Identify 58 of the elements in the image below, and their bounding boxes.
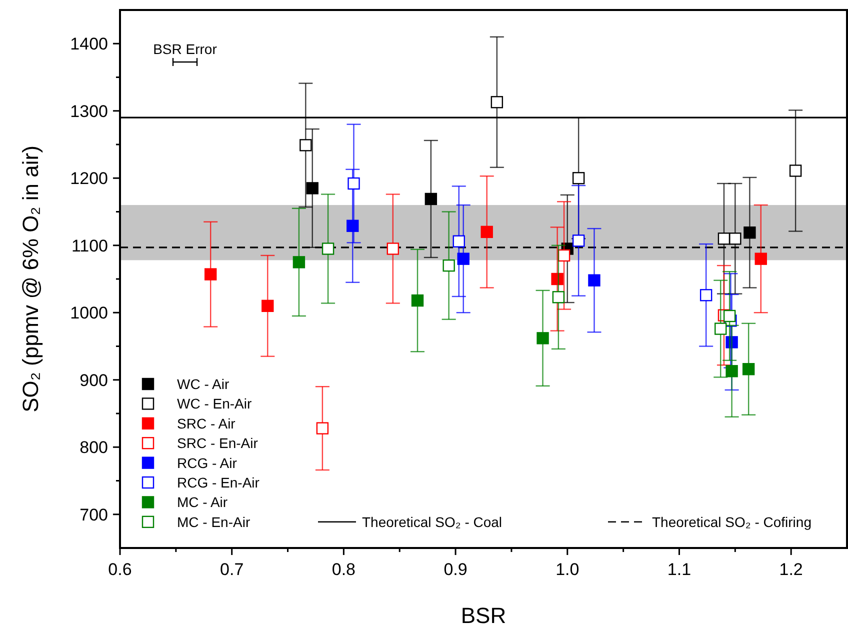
point [348, 177, 360, 190]
y-tick-label: 1200 [70, 169, 108, 188]
y-axis-title: SO₂ (ppmv @ 6% O₂ in air) [18, 146, 43, 412]
y-tick-label: 1400 [70, 34, 108, 54]
x-tick-label: 1.0 [556, 560, 580, 579]
legend-label: SRC - Air [177, 415, 236, 432]
x-tick-label: 0.9 [444, 560, 468, 579]
legend-label: SRC - En-Air [177, 435, 258, 452]
point [754, 252, 767, 265]
point [424, 192, 438, 206]
point [204, 268, 217, 280]
point [322, 242, 334, 255]
point [726, 365, 738, 378]
legend-label: RCG - En-Air [177, 474, 260, 490]
point [386, 242, 400, 255]
point [723, 310, 736, 322]
point [411, 294, 424, 307]
y-tick-label: 700 [80, 505, 108, 524]
x-tick-label: 1.1 [667, 560, 692, 579]
point [490, 96, 504, 108]
legend-label: RCG - Air [177, 454, 238, 471]
legend-label: WC - Air [177, 376, 230, 392]
x-tick-label: 0.8 [332, 560, 356, 579]
y-tick-label: 900 [80, 370, 108, 390]
point [262, 300, 274, 312]
point [552, 291, 565, 304]
point [536, 332, 549, 344]
x-axis-title: BSR [460, 603, 506, 628]
legend-label: WC - En-Air [177, 396, 252, 412]
x-tick-label: 0.7 [220, 560, 244, 579]
point [789, 164, 802, 177]
x-tick-label: 0.6 [108, 560, 132, 579]
y-tick-label: 1000 [70, 304, 108, 323]
point [588, 274, 600, 286]
annotation: BSR Error [153, 41, 218, 57]
point [700, 289, 712, 302]
point [714, 322, 727, 335]
point [452, 235, 465, 248]
point [551, 272, 564, 286]
legend-label: MC - En-Air [177, 514, 250, 530]
point [292, 256, 306, 268]
point [316, 422, 329, 434]
point [744, 226, 756, 239]
legend-label: MC - Air [177, 494, 228, 510]
point [572, 234, 585, 247]
point [480, 226, 493, 238]
point [457, 252, 470, 265]
y-tick-label: 1300 [70, 102, 108, 121]
point [742, 363, 755, 376]
x-tick-label: 1.2 [779, 560, 803, 579]
y-tick-label: 800 [80, 438, 108, 458]
legend-label: Theoretical SO₂ - Cofiring [652, 514, 812, 530]
point [572, 172, 585, 184]
point [306, 182, 318, 194]
legend-label: Theoretical SO₂ - Coal [362, 514, 502, 530]
point [442, 259, 455, 272]
y-tick-label: 1100 [71, 236, 108, 256]
point [729, 232, 742, 245]
